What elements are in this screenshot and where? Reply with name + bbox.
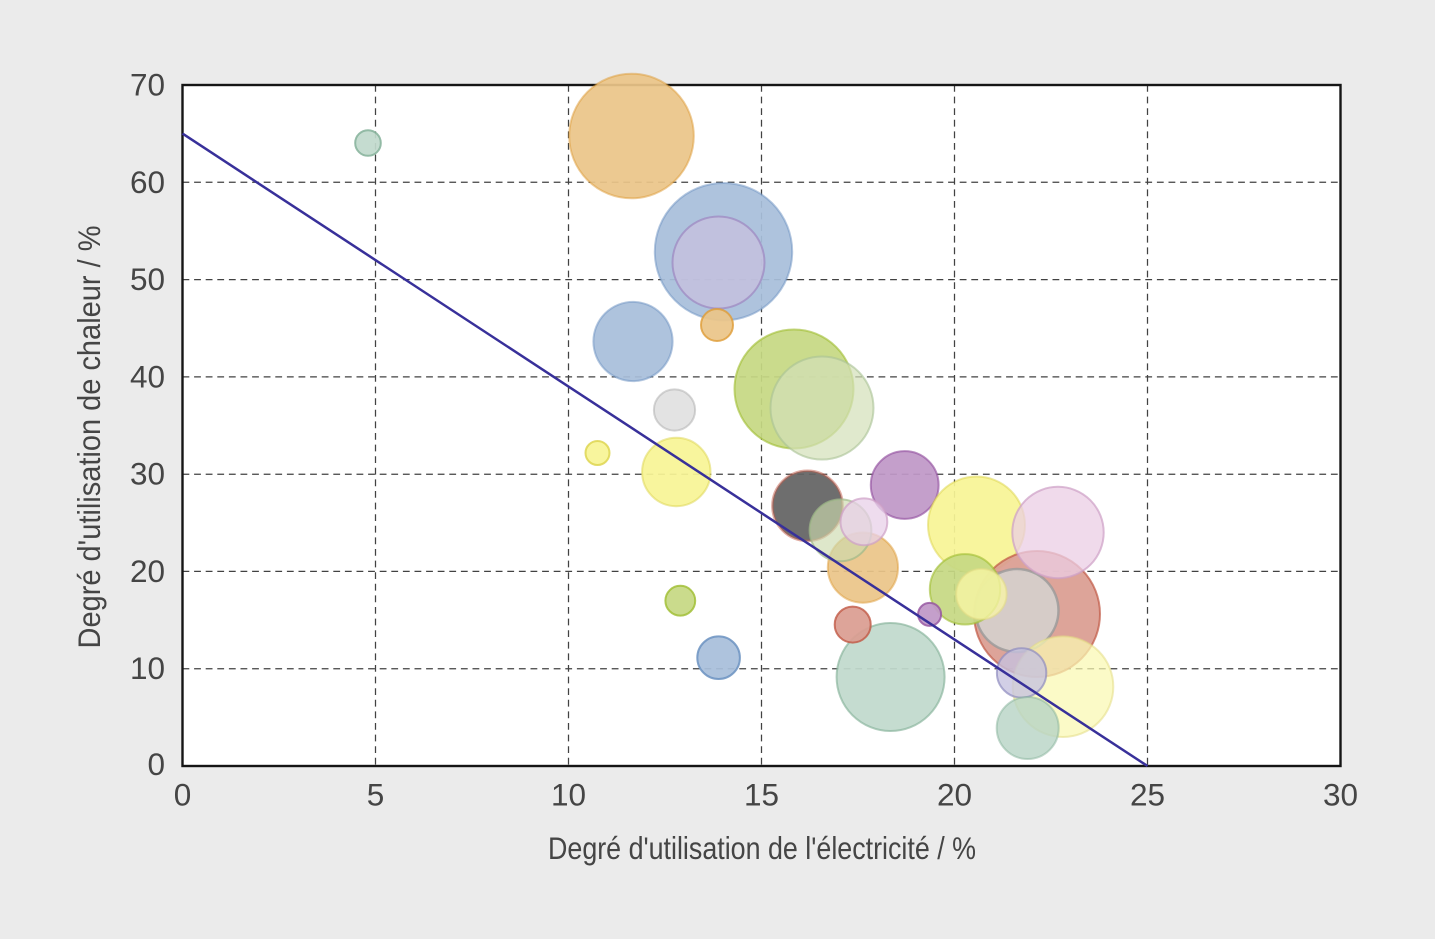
svg-text:0: 0 (147, 746, 165, 782)
svg-text:70: 70 (130, 67, 165, 103)
svg-text:40: 40 (130, 358, 165, 394)
svg-text:60: 60 (130, 164, 165, 200)
svg-text:0: 0 (174, 777, 192, 813)
svg-text:30: 30 (1323, 777, 1358, 813)
svg-text:5: 5 (367, 777, 385, 813)
svg-text:30: 30 (130, 456, 165, 492)
svg-text:20: 20 (130, 553, 165, 589)
svg-text:50: 50 (130, 261, 165, 297)
svg-text:10: 10 (130, 650, 165, 686)
svg-text:Degré d'utilisation de chaleur: Degré d'utilisation de chaleur / % (71, 226, 107, 649)
svg-text:20: 20 (937, 777, 972, 813)
svg-text:25: 25 (1130, 777, 1165, 813)
svg-text:10: 10 (551, 777, 586, 813)
svg-text:15: 15 (744, 777, 779, 813)
svg-text:Degré d'utilisation de l'élect: Degré d'utilisation de l'électricité / % (548, 830, 976, 866)
